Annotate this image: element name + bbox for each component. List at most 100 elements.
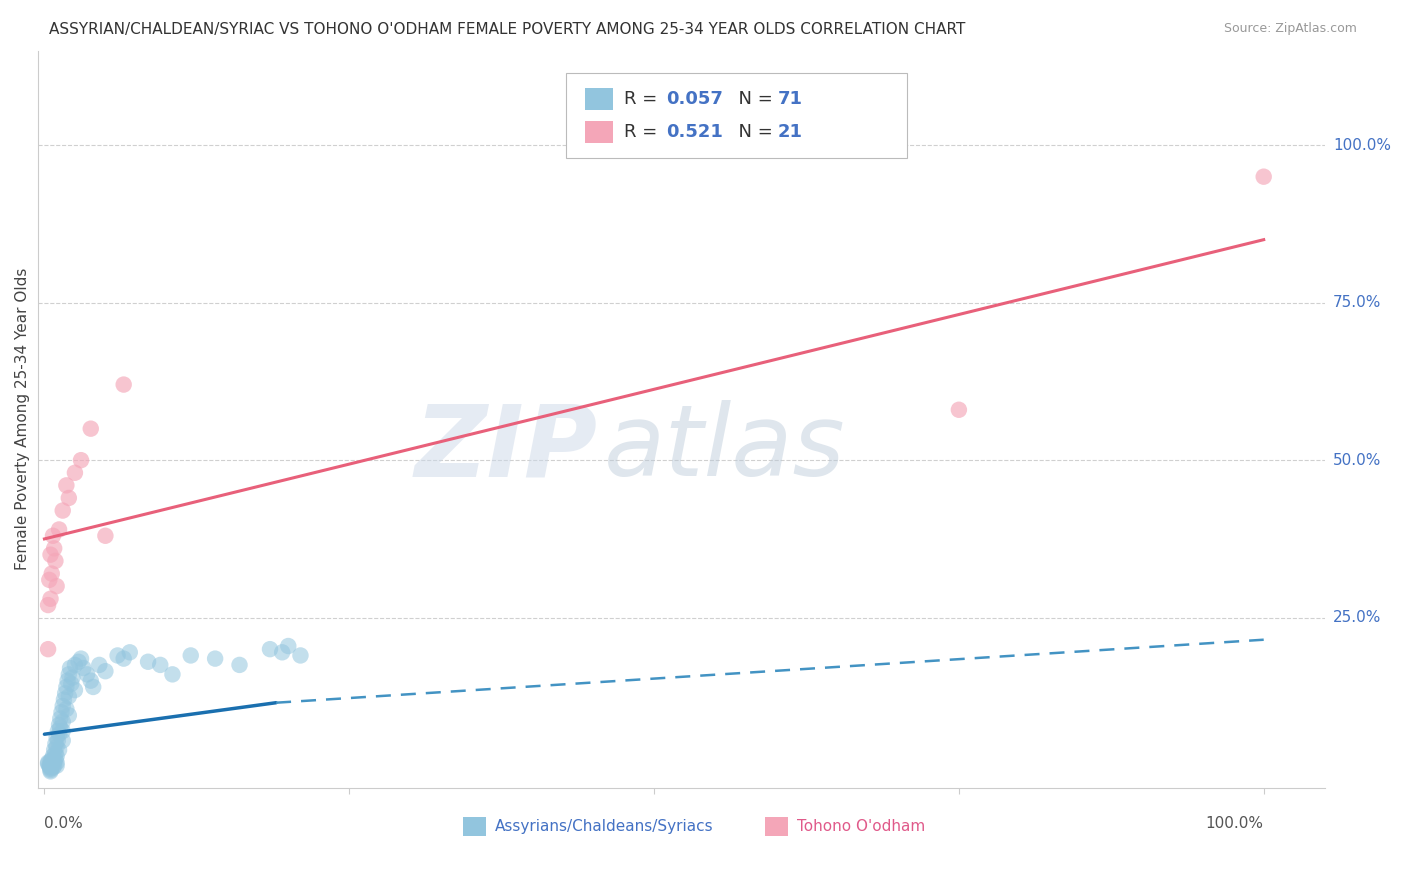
Bar bbox=[765, 817, 789, 836]
Point bbox=[52, 698, 75, 713]
Point bbox=[44, 752, 66, 766]
Point bbox=[55, 702, 77, 716]
Text: Tohono O'odham: Tohono O'odham bbox=[797, 820, 925, 834]
Text: 50.0%: 50.0% bbox=[1333, 452, 1381, 467]
Point bbox=[259, 642, 281, 657]
Point bbox=[60, 677, 83, 691]
Text: N =: N = bbox=[727, 123, 778, 141]
Point bbox=[46, 724, 69, 739]
Y-axis label: Female Poverty Among 25-34 Year Olds: Female Poverty Among 25-34 Year Olds bbox=[15, 268, 30, 570]
Point bbox=[38, 573, 60, 587]
Point bbox=[82, 680, 104, 694]
Point bbox=[39, 762, 62, 776]
Text: 25.0%: 25.0% bbox=[1333, 610, 1381, 625]
Point bbox=[52, 733, 75, 747]
Point bbox=[45, 579, 67, 593]
Point bbox=[45, 758, 67, 772]
Point bbox=[228, 657, 250, 672]
Point bbox=[44, 743, 66, 757]
Point bbox=[51, 705, 73, 719]
Point bbox=[39, 763, 62, 777]
Point bbox=[52, 724, 75, 739]
Text: 100.0%: 100.0% bbox=[1333, 137, 1391, 153]
Point bbox=[39, 759, 62, 773]
Point bbox=[107, 648, 129, 663]
Point bbox=[37, 756, 59, 771]
Point bbox=[1253, 169, 1275, 184]
Point bbox=[948, 402, 970, 417]
Point bbox=[72, 661, 94, 675]
Point bbox=[70, 453, 93, 467]
Text: 21: 21 bbox=[778, 123, 803, 141]
Point bbox=[58, 708, 80, 723]
Text: 75.0%: 75.0% bbox=[1333, 295, 1381, 310]
Point bbox=[55, 680, 77, 694]
Point bbox=[112, 651, 135, 665]
Point bbox=[37, 642, 59, 657]
Point bbox=[204, 651, 226, 665]
Text: atlas: atlas bbox=[605, 401, 846, 497]
Point bbox=[42, 761, 65, 775]
Point bbox=[44, 541, 66, 556]
Point bbox=[94, 529, 117, 543]
Text: Assyrians/Chaldeans/Syriacs: Assyrians/Chaldeans/Syriacs bbox=[495, 820, 714, 834]
Point bbox=[63, 657, 86, 672]
Text: ZIP: ZIP bbox=[415, 401, 598, 497]
Point bbox=[41, 566, 63, 581]
Point bbox=[49, 721, 72, 735]
Point bbox=[162, 667, 184, 681]
Text: 0.057: 0.057 bbox=[666, 89, 723, 108]
Text: R =: R = bbox=[624, 89, 662, 108]
Point bbox=[94, 664, 117, 678]
Point bbox=[38, 758, 60, 772]
Text: N =: N = bbox=[727, 89, 778, 108]
Point bbox=[48, 523, 70, 537]
Point bbox=[80, 673, 103, 688]
Point bbox=[63, 683, 86, 698]
Point bbox=[39, 761, 62, 775]
Point bbox=[58, 667, 80, 681]
Point bbox=[44, 554, 66, 568]
Text: 0.0%: 0.0% bbox=[45, 816, 83, 830]
Text: ASSYRIAN/CHALDEAN/SYRIAC VS TOHONO O'ODHAM FEMALE POVERTY AMONG 25-34 YEAR OLDS : ASSYRIAN/CHALDEAN/SYRIAC VS TOHONO O'ODH… bbox=[49, 22, 966, 37]
Point bbox=[46, 733, 69, 747]
Bar bbox=[585, 120, 613, 143]
Point bbox=[42, 749, 65, 764]
Point bbox=[45, 749, 67, 764]
Point bbox=[290, 648, 312, 663]
Point bbox=[41, 756, 63, 771]
Point bbox=[62, 671, 84, 685]
Point bbox=[76, 667, 98, 681]
FancyBboxPatch shape bbox=[565, 73, 907, 158]
Point bbox=[48, 743, 70, 757]
Point bbox=[44, 758, 66, 772]
Point bbox=[52, 503, 75, 517]
Point bbox=[58, 491, 80, 505]
Point bbox=[70, 651, 93, 665]
Point bbox=[59, 661, 82, 675]
Bar bbox=[463, 817, 486, 836]
Point bbox=[44, 737, 66, 751]
Point bbox=[41, 752, 63, 766]
Point bbox=[42, 529, 65, 543]
Point bbox=[39, 591, 62, 606]
Point bbox=[48, 718, 70, 732]
Point bbox=[39, 758, 62, 772]
Point bbox=[52, 692, 75, 706]
Point bbox=[39, 764, 62, 779]
Point bbox=[49, 711, 72, 725]
Point bbox=[53, 686, 76, 700]
Point bbox=[45, 731, 67, 745]
Point bbox=[180, 648, 202, 663]
Point bbox=[45, 756, 67, 770]
Point bbox=[80, 422, 103, 436]
Point bbox=[63, 466, 86, 480]
Point bbox=[149, 657, 172, 672]
Point bbox=[112, 377, 135, 392]
Point bbox=[136, 655, 159, 669]
Point bbox=[44, 746, 66, 760]
Point bbox=[271, 645, 294, 659]
Text: Source: ZipAtlas.com: Source: ZipAtlas.com bbox=[1223, 22, 1357, 36]
Text: 71: 71 bbox=[778, 89, 803, 108]
Point bbox=[45, 739, 67, 754]
